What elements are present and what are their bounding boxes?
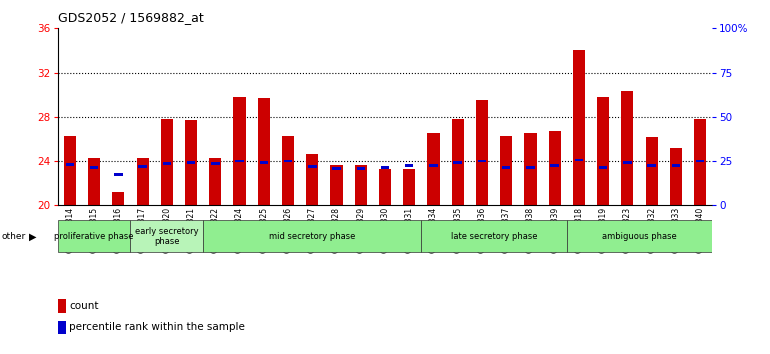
Text: early secretory
phase: early secretory phase (135, 227, 199, 246)
Bar (500, 136, 512, 205)
Bar (259, 161, 268, 164)
Bar (648, 164, 656, 167)
Bar (696, 160, 705, 162)
Bar (90, 166, 99, 169)
FancyBboxPatch shape (567, 220, 712, 252)
Bar (211, 162, 219, 165)
Bar (476, 100, 488, 205)
Text: proliferative phase: proliferative phase (55, 232, 134, 241)
Bar (524, 133, 537, 205)
Bar (551, 164, 559, 167)
FancyBboxPatch shape (58, 220, 130, 252)
Bar (308, 165, 316, 168)
Text: mid secretory phase: mid secretory phase (269, 232, 356, 241)
Bar (621, 91, 634, 205)
Bar (58, 320, 66, 334)
Bar (162, 162, 171, 165)
Bar (380, 166, 390, 169)
Text: ambiguous phase: ambiguous phase (602, 232, 677, 241)
Bar (574, 159, 583, 161)
FancyBboxPatch shape (421, 220, 567, 252)
FancyBboxPatch shape (203, 220, 421, 252)
Bar (161, 119, 173, 205)
Text: late secretory phase: late secretory phase (450, 232, 537, 241)
Bar (236, 160, 244, 162)
Bar (671, 164, 680, 167)
Bar (429, 164, 437, 167)
Bar (88, 158, 100, 205)
Bar (379, 169, 391, 205)
Text: count: count (69, 301, 99, 311)
Bar (136, 158, 149, 205)
Bar (187, 161, 196, 164)
Bar (597, 97, 609, 205)
Bar (330, 166, 343, 205)
Text: ▶: ▶ (29, 231, 37, 241)
Bar (502, 166, 511, 169)
Bar (403, 169, 415, 205)
Text: percentile rank within the sample: percentile rank within the sample (69, 322, 245, 332)
Bar (233, 97, 246, 205)
Bar (355, 166, 367, 205)
Bar (64, 136, 76, 205)
Bar (284, 160, 293, 162)
Bar (623, 161, 631, 164)
Bar (357, 167, 365, 170)
Bar (670, 148, 682, 205)
Bar (112, 192, 125, 205)
Bar (694, 119, 706, 205)
Bar (573, 51, 585, 205)
Bar (258, 98, 269, 205)
Bar (333, 167, 341, 170)
Bar (65, 163, 74, 166)
Text: GDS2052 / 1569882_at: GDS2052 / 1569882_at (58, 11, 203, 24)
Bar (427, 133, 440, 205)
Bar (599, 166, 608, 169)
Bar (405, 164, 413, 167)
Bar (454, 161, 462, 164)
Bar (526, 166, 534, 169)
Bar (139, 165, 147, 168)
Bar (645, 137, 658, 205)
Bar (114, 173, 122, 176)
Bar (58, 299, 66, 313)
Bar (477, 160, 486, 162)
Bar (452, 119, 464, 205)
Bar (282, 136, 294, 205)
Text: other: other (2, 232, 25, 241)
Bar (306, 154, 318, 205)
FancyBboxPatch shape (130, 220, 203, 252)
Bar (548, 131, 561, 205)
Bar (209, 158, 222, 205)
Bar (185, 120, 197, 205)
